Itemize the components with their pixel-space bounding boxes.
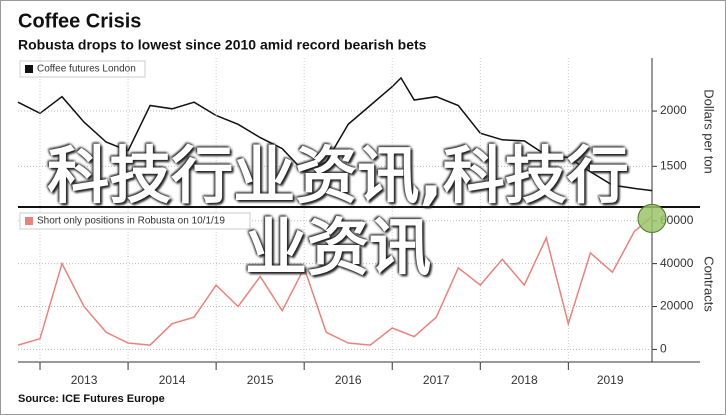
x-tick-label: 2018 [511, 373, 538, 387]
watermark: 科技行业资讯,科技行业资讯 [47, 139, 629, 284]
series-line [17, 76, 653, 192]
legend-box [19, 212, 251, 230]
legend-label: Short only positions in Robusta on 10/1/… [37, 216, 225, 227]
highlight [637, 203, 667, 233]
chart-title: Coffee Crisis [18, 10, 141, 32]
y-tick-label: 60000 [660, 213, 694, 227]
series-line [17, 215, 653, 346]
y-axis-label: Contracts [702, 256, 717, 312]
source: Source: ICE Futures Europe [18, 393, 165, 405]
x-tick-label: 2015 [247, 373, 274, 387]
y-tick-label: 2000 [660, 103, 687, 117]
chart-subtitle: Robusta drops to lowest since 2010 amid … [18, 37, 427, 53]
x-tick-label: 2019 [597, 373, 624, 387]
x-tick-label: 2013 [71, 373, 98, 387]
x-tick-label: 2014 [159, 373, 186, 387]
y-axis-label: Dollars per ton [702, 89, 717, 174]
y-tick-label: 40000 [660, 256, 694, 270]
x-tick-label: 2017 [423, 373, 450, 387]
legend-swatch [25, 217, 33, 225]
y-tick-label: 1500 [660, 158, 687, 172]
x-tick-label: 2016 [335, 373, 362, 387]
y-tick-label: 20000 [660, 299, 694, 313]
y-tick-label: 0 [660, 342, 667, 356]
legend-box [19, 60, 146, 78]
legend-label: Coffee futures London [37, 64, 136, 75]
legend-swatch [25, 65, 33, 73]
